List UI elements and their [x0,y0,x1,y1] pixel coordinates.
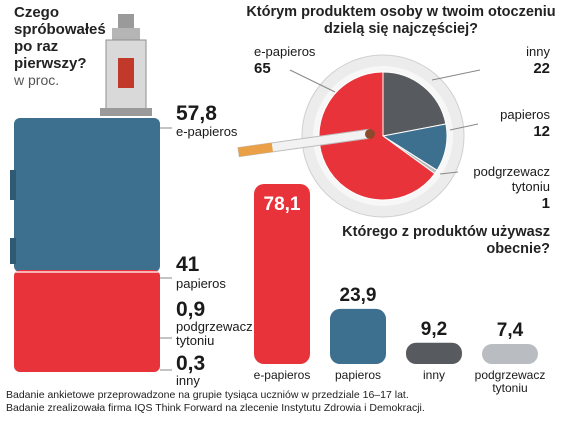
pie-label-e-papieros: e-papieros [254,44,316,59]
chart2-title: Którym produktem osoby w twoim otoczeniu… [246,4,556,37]
pie-label-papieros: papieros [500,107,550,122]
label-papieros: papieros [176,276,226,291]
cigarette-illustration [237,128,375,158]
value-papieros: 41 [176,253,200,276]
bar-category-1-0: papieros [335,368,381,382]
bar-value-1: 23,9 [340,285,377,306]
bar-1 [330,308,386,364]
value-e-papieros: 57,8 [176,102,217,125]
bar-value-2: 9,2 [421,319,447,340]
label-e-papieros: e-papieros [176,124,238,139]
label-inny: inny [176,373,200,388]
bar-value-3: 7,4 [497,320,524,341]
footnote-line2: Badanie zrealizowała firma IQS Think For… [6,402,425,414]
pie-callout-0 [289,69,336,93]
pie-slice-1 [382,71,447,137]
pie-value-e-papieros: 65 [254,60,271,77]
bar-value-0: 78,1 [264,194,301,215]
value-podgrzewacz: 0,9 [176,298,206,321]
footnote: Badanie ankietowe przeprowadzone na grup… [6,389,561,415]
bar-3 [482,344,538,364]
chart1-subtitle: w proc. [14,72,60,88]
pie-label-inny: inny [526,44,550,59]
bar-2 [406,342,462,364]
footnote-line1: Badanie ankietowe przeprowadzone na grup… [6,389,409,401]
label-podgrzewacz: podgrzewacz tytoniu [176,319,253,348]
bar-category-3-1: tytoniu [492,381,527,395]
pie-callout-1 [431,69,481,81]
pie-slice-0 [318,71,436,201]
pie-value-papieros: 12 [533,123,550,140]
vape-body [10,118,160,372]
value-inny: 0,3 [176,352,206,375]
pie-label-podgrzewacz: podgrzewacz tytoniu [473,164,550,194]
bar-category-3-0: podgrzewacz [475,368,546,382]
chart1-title: Czego spróbowałeś po raz pierwszy? [14,4,106,72]
segment-e-papieros [14,118,160,272]
callout-lines [160,127,172,371]
bar-category-2-0: inny [423,368,445,382]
pie-value-inny: 22 [533,60,550,77]
pie-callout-2 [449,123,479,131]
pie-callout-3 [439,171,459,175]
segment-papieros [14,270,160,372]
bar-category-0-0: e-papieros [254,368,311,382]
bar-0 [254,184,310,364]
vape-tank-illustration [100,14,152,116]
chart3-title: Którego z produktów używasz obecnie? [342,224,550,257]
pie-value-podgrzewacz: 1 [541,195,550,212]
